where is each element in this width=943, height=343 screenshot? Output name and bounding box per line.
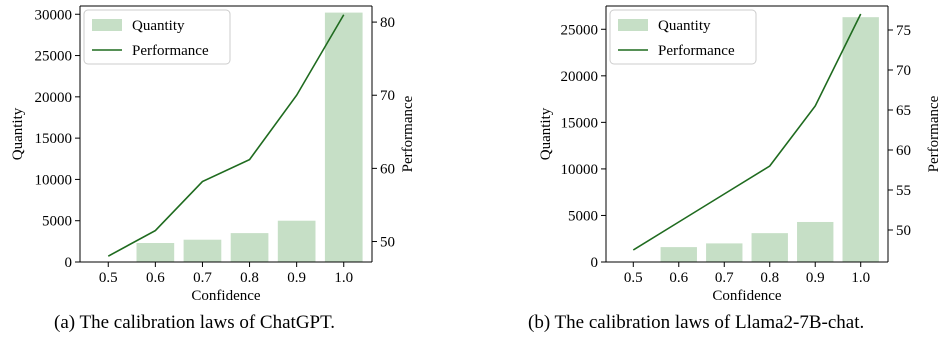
a-legend-quantity-swatch [92, 19, 122, 31]
a-y-tick-15000: 15000 [35, 131, 73, 147]
b-y-tick-20000: 20000 [561, 69, 599, 85]
b-bar-0.9 [797, 221, 834, 262]
b-y2-tick-55: 55 [896, 183, 911, 199]
b-x-axis-label: Confidence [712, 288, 781, 304]
a-y-tick-20000: 20000 [35, 90, 73, 106]
a-bar-0.9 [277, 220, 316, 262]
a-y2-axis-label: Performance [400, 95, 416, 172]
a-y-tick-30000: 30000 [35, 7, 73, 23]
b-x-tick-0.6: 0.6 [669, 270, 688, 286]
a-x-tick-0.7: 0.7 [193, 270, 212, 286]
b-x-tick-0.7: 0.7 [715, 270, 734, 286]
a-bar-0.8 [230, 233, 269, 262]
b-y2-tick-70: 70 [896, 63, 911, 79]
caption-a: (a) The calibration laws of ChatGPT. [54, 312, 336, 333]
a-y-tick-0: 0 [65, 255, 73, 271]
a-y2-tick-60: 60 [380, 161, 395, 177]
a-y-tick-25000: 25000 [35, 49, 73, 65]
a-y2-tick-80: 80 [380, 15, 395, 31]
a-y-tick-10000: 10000 [35, 172, 73, 188]
a-bar-0.6 [136, 243, 175, 262]
b-y2-tick-65: 65 [896, 103, 911, 119]
a-x-tick-0.5: 0.5 [99, 270, 118, 286]
b-y2-tick-75: 75 [896, 23, 911, 39]
b-x-tick-0.9: 0.9 [806, 270, 825, 286]
b-bar-0.7 [706, 243, 743, 262]
b-y-tick-25000: 25000 [561, 22, 599, 38]
b-bar-0.6 [660, 247, 697, 262]
b-y2-tick-60: 60 [896, 143, 911, 159]
chart-chatgpt: 0 5000 10000 15000 20000 25000 30000 50 60 70 80 0.… [10, 5, 416, 304]
b-legend-quantity-swatch [618, 19, 648, 31]
b-bar-1.0 [842, 17, 879, 262]
b-x-tick-0.8: 0.8 [760, 270, 779, 286]
chart-llama2: 0 5000 10000 15000 20000 25000 50 55 60 65 70 75 0.5… [538, 5, 942, 304]
b-y-axis-label: Quantity [538, 107, 554, 160]
a-y-tick-5000: 5000 [42, 214, 72, 230]
b-legend-quantity-label: Quantity [658, 18, 711, 34]
a-x-tick-0.8: 0.8 [240, 270, 259, 286]
a-legend-quantity-label: Quantity [132, 18, 185, 34]
b-bar-0.8 [751, 233, 788, 262]
b-y-tick-5000: 5000 [568, 208, 598, 224]
a-x-axis-label: Confidence [191, 288, 260, 304]
a-bar-0.7 [183, 239, 222, 262]
a-x-tick-0.9: 0.9 [287, 270, 306, 286]
a-performance-line [107, 14, 345, 257]
b-x-tick-0.5: 0.5 [624, 270, 643, 286]
b-x-tick-1.0: 1.0 [851, 270, 870, 286]
b-performance-line [632, 13, 862, 251]
a-x-tick-1.0: 1.0 [334, 270, 353, 286]
b-y-tick-10000: 10000 [561, 162, 599, 178]
a-y-axis-label: Quantity [10, 107, 26, 160]
a-x-tick-0.6: 0.6 [146, 270, 165, 286]
b-y-tick-15000: 15000 [561, 115, 599, 131]
b-y2-tick-50: 50 [896, 223, 911, 239]
b-legend-performance-label: Performance [658, 43, 735, 59]
a-y2-tick-70: 70 [380, 88, 395, 104]
b-y-tick-0: 0 [591, 255, 599, 271]
caption-b: (b) The calibration laws of Llama2-7B-ch… [528, 312, 865, 333]
a-bar-1.0 [324, 12, 363, 263]
b-y2-axis-label: Performance [926, 95, 942, 172]
a-legend-performance-label: Performance [132, 43, 209, 59]
a-y2-tick-50: 50 [380, 235, 395, 251]
